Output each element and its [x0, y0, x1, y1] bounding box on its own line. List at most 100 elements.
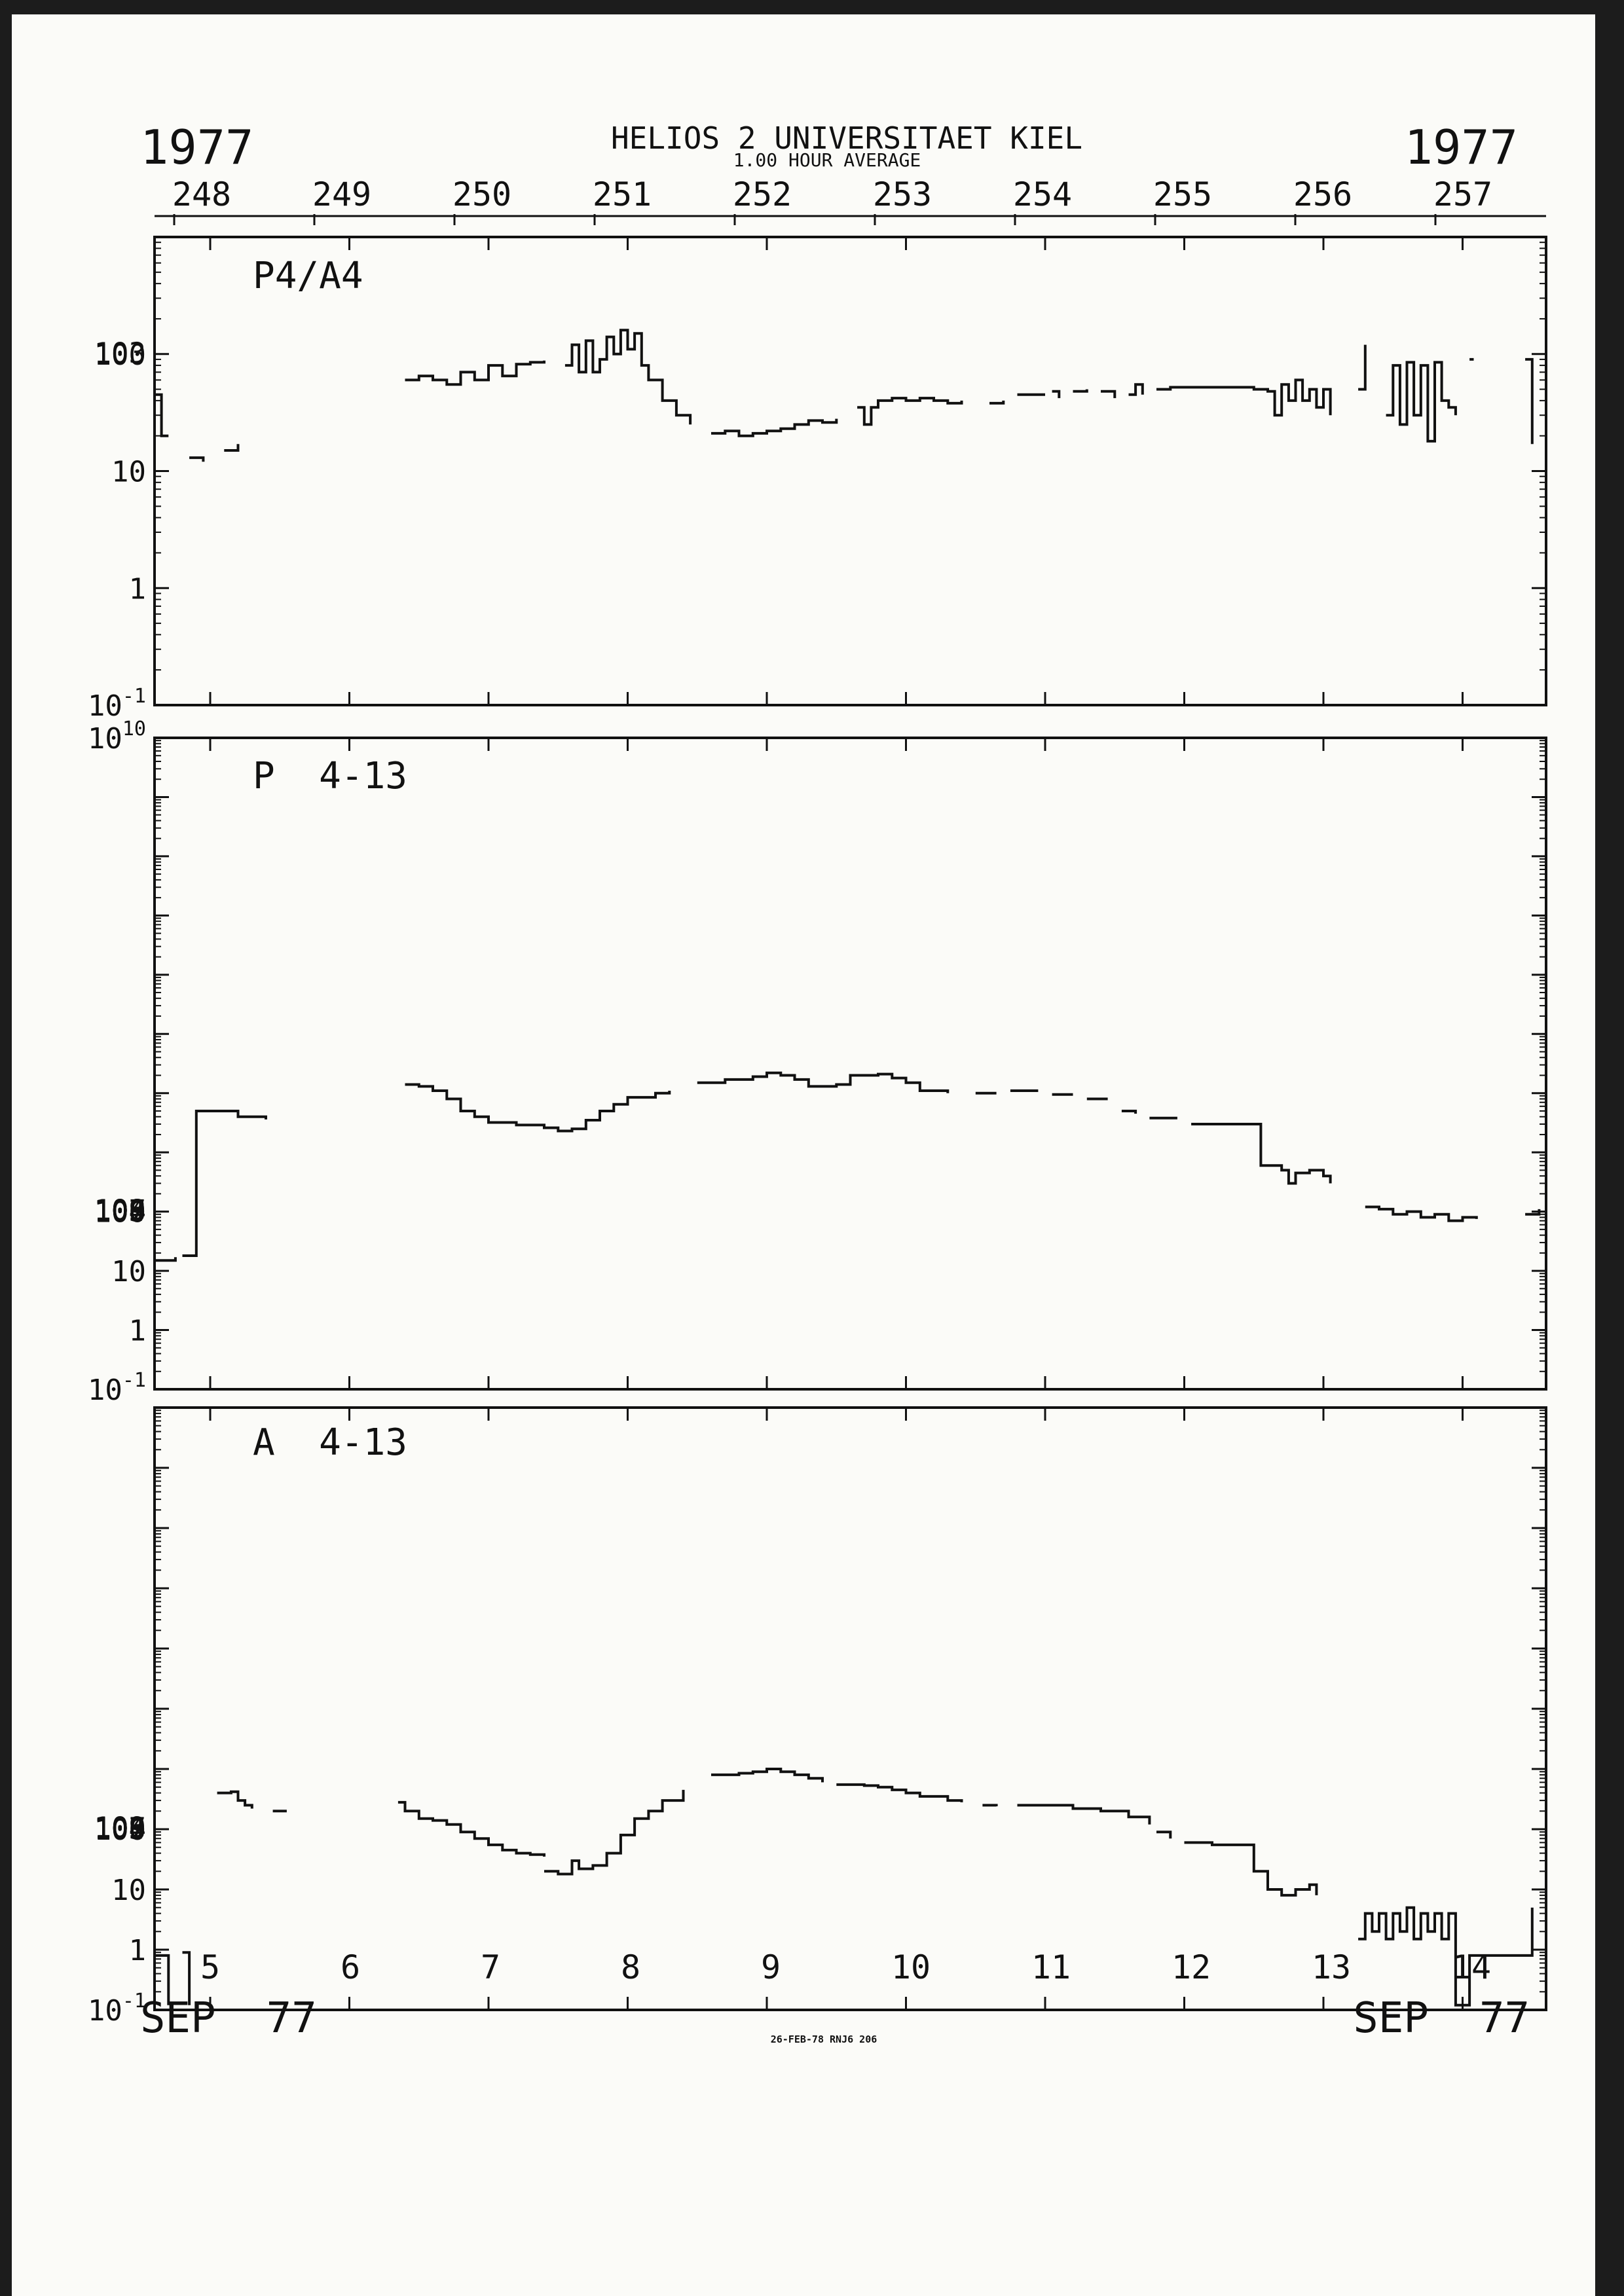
y-tick-label: 100 [94, 338, 146, 372]
panel-1-title: P4/A4 [253, 255, 363, 297]
doy-label: 253 [873, 175, 932, 213]
y-tick-label: 109 [94, 1812, 146, 1845]
y-tick-label: 107 [94, 1194, 146, 1228]
panel-frames [153, 236, 1547, 2011]
series-segment [189, 456, 205, 462]
series-segment [1191, 1123, 1332, 1185]
series-segment [405, 1083, 671, 1133]
series-segment [1156, 1831, 1172, 1839]
panel-2-title: P 4-13 [253, 755, 407, 797]
axis-ticks [155, 214, 1546, 2011]
y-tick-label: 104 [94, 1812, 146, 1846]
panel-3-title: A 4-13 [253, 1421, 407, 1464]
series-segment [1386, 361, 1457, 443]
series-segment [1121, 1110, 1137, 1114]
y-tick-label: 103 [94, 1195, 146, 1228]
doy-label: 255 [1153, 175, 1212, 213]
series-segment [182, 1110, 267, 1257]
series-segment [397, 1800, 545, 1857]
series-segment [1128, 383, 1144, 396]
y-axis-labels: 10-111010010310-111010010310410510610710… [88, 337, 146, 2028]
y-tick-label: 107 [94, 1812, 146, 1845]
doy-label: 249 [312, 175, 371, 213]
y-tick-label: 100 [94, 1813, 146, 1847]
y-tick-label: 1010 [88, 718, 146, 756]
series-segment [1156, 378, 1332, 417]
month-right: SEP 77 [1353, 1994, 1530, 2043]
series-segment [182, 1951, 191, 2005]
series-segment [1052, 390, 1061, 399]
series-segment [544, 1789, 685, 1876]
series-segment [405, 360, 545, 386]
series-segment [155, 1954, 170, 2005]
series-segment [989, 400, 1005, 405]
series-segment [711, 418, 838, 437]
y-tick-label: 10-1 [88, 1990, 146, 2028]
series-segment [982, 1804, 998, 1807]
y-tick-label: 1 [129, 572, 147, 606]
panel-1-frame [153, 236, 1547, 706]
series-segment [697, 1071, 950, 1093]
day-label: 11 [1031, 1948, 1071, 1986]
doy-label: 250 [452, 175, 511, 213]
series-segment [1454, 1907, 1534, 2007]
day-label: 14 [1452, 1948, 1491, 1986]
y-tick-label: 10-1 [88, 1369, 146, 1407]
year-left: 1977 [140, 120, 253, 175]
doy-label: 257 [1433, 175, 1492, 213]
day-label: 7 [481, 1948, 500, 1986]
series-segment [564, 329, 692, 425]
day-label: 6 [341, 1948, 360, 1986]
series-segment [1073, 389, 1088, 393]
doy-label: 254 [1013, 175, 1072, 213]
doy-label: 251 [593, 175, 652, 213]
y-tick-label: 104 [94, 1195, 146, 1228]
day-label: 10 [891, 1948, 931, 1986]
y-tick-label: 10 [111, 456, 146, 489]
series-segment [1358, 1906, 1457, 1950]
series-segment [1525, 357, 1534, 445]
day-label: 13 [1312, 1948, 1351, 1986]
series-segment [1525, 1209, 1541, 1216]
y-tick-label: 100 [94, 1196, 146, 1230]
series-segment [1365, 1205, 1478, 1222]
day-label: 9 [761, 1948, 781, 1986]
series-segment [836, 1783, 963, 1802]
day-label: 8 [621, 1948, 640, 1986]
month-left: SEP 77 [140, 1994, 317, 2043]
series-segment [857, 397, 963, 426]
series-segment [711, 1768, 824, 1783]
doy-axis-labels: 248 249 250 251 252 253 254 255 256 257 [172, 175, 1492, 213]
y-tick-label: 106 [94, 1812, 146, 1846]
plot-subtitle: 1.00 HOUR AVERAGE [733, 149, 921, 171]
data-series [155, 329, 1541, 2007]
y-tick-label: 105 [94, 1195, 146, 1228]
y-tick-label: 10 [111, 1255, 146, 1288]
y-tick-label: 10 [111, 1874, 146, 1907]
panel-2-frame [153, 737, 1547, 1391]
series-segment [1184, 1841, 1318, 1897]
day-axis-labels: 5 6 7 8 9 10 11 12 13 14 [200, 1948, 1491, 1986]
helios-plot: 1977 1977 HELIOS 2 UNIVERSITAET KIEL 1.0… [88, 120, 1547, 2045]
doy-label: 252 [733, 175, 792, 213]
day-label: 5 [200, 1948, 220, 1986]
series-segment [155, 1257, 177, 1262]
series-segment [155, 393, 169, 437]
y-tick-label: 103 [94, 1813, 146, 1846]
y-tick-label: 108 [94, 1194, 146, 1228]
plot-stamp: 26-FEB-78 RNJ6 206 [771, 2033, 877, 2045]
doy-label: 256 [1293, 175, 1352, 213]
doy-label: 248 [172, 175, 231, 213]
series-segment [1017, 1804, 1151, 1825]
series-segment [1358, 344, 1367, 391]
scanned-plot-sheet: 1977 1977 HELIOS 2 UNIVERSITAET KIEL 1.0… [12, 14, 1595, 2296]
plot-title: HELIOS 2 UNIVERSITAET KIEL [611, 120, 1082, 156]
y-tick-label: 1 [129, 1315, 147, 1348]
series-segment [1101, 390, 1116, 399]
series-segment [224, 444, 240, 452]
year-right: 1977 [1405, 120, 1518, 175]
y-tick-label: 1 [129, 1934, 147, 1967]
series-segment [217, 1790, 253, 1809]
day-label: 12 [1172, 1948, 1211, 1986]
panel-3-frame [153, 1406, 1547, 2011]
